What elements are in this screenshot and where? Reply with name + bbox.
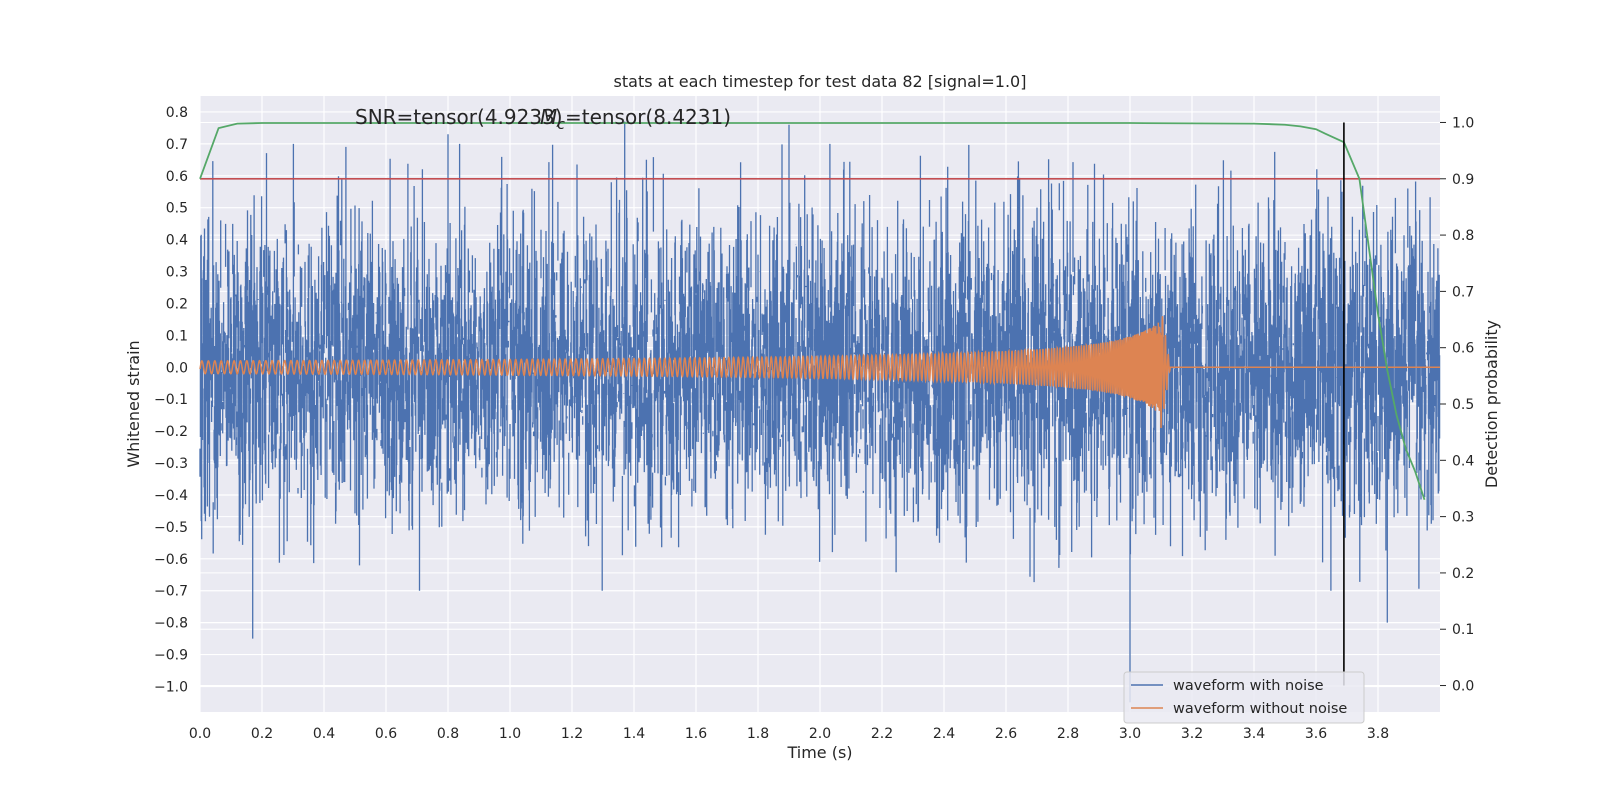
y-tick-label: 0.1 (166, 328, 188, 344)
y-tick-label: 0.0 (166, 360, 188, 376)
x-tick-label: 0.0 (189, 726, 211, 742)
mc-annotation: Mc=tensor(8.4231) (540, 105, 731, 133)
mc-symbol: M (540, 105, 557, 129)
x-tick-label: 0.6 (375, 726, 397, 742)
x-tick-label: 3.2 (1181, 726, 1203, 742)
y-axis-label: Whitened strain (124, 340, 143, 467)
y-tick-label: 0.7 (166, 137, 188, 153)
y2-tick-label: 1.0 (1452, 115, 1474, 131)
legend[interactable]: waveform with noise waveform without noi… (1123, 671, 1365, 724)
y-tick-label: −0.6 (154, 552, 188, 568)
y-tick-label: −0.2 (154, 424, 188, 440)
snr-annotation: SNR=tensor(4.9233) (355, 105, 563, 129)
x-tick-label: 3.4 (1243, 726, 1265, 742)
y2-tick-label: 0.3 (1452, 510, 1474, 526)
x-tick-label: 1.0 (499, 726, 521, 742)
ticks: 0.0 0.2 0.4 0.6 0.8 1.0 1.2 1.4 1.6 1.8 2.0 2.2 2.4 2… (154, 105, 1474, 742)
legend-label-noise: waveform with noise (1173, 678, 1324, 694)
y-tick-label: −0.9 (154, 648, 188, 664)
y-tick-label: 0.5 (166, 201, 188, 217)
x-tick-label: 1.8 (747, 726, 769, 742)
x-tick-label: 1.4 (623, 726, 645, 742)
x-tick-label: 0.8 (437, 726, 459, 742)
y-tick-label: −0.4 (154, 488, 188, 504)
y-tick-label: −0.3 (154, 456, 188, 472)
y2-tick-label: 0.2 (1452, 566, 1474, 582)
x-tick-label: 3.0 (1119, 726, 1141, 742)
y-tick-label: −0.8 (154, 616, 188, 632)
y2-tick-label: 0.0 (1452, 679, 1474, 695)
legend-box (1123, 671, 1365, 724)
y2-axis-label: Detection probability (1482, 320, 1501, 488)
x-tick-label: 2.4 (933, 726, 955, 742)
mc-value: =tensor(8.4231) (565, 105, 731, 129)
x-tick-label: 2.6 (995, 726, 1017, 742)
y-tick-label: −0.5 (154, 520, 188, 536)
y-tick-label: −0.1 (154, 392, 188, 408)
x-tick-label: 2.0 (809, 726, 831, 742)
legend-label-clean: waveform without noise (1173, 701, 1347, 717)
y2-tick-label: 0.7 (1452, 284, 1474, 300)
x-tick-label: 1.6 (685, 726, 707, 742)
x-tick-label: 0.2 (251, 726, 273, 742)
x-tick-label: 0.4 (313, 726, 335, 742)
detection-probability-line (199, 122, 1426, 501)
x-tick-label: 2.8 (1057, 726, 1079, 742)
x-tick-label: 2.2 (871, 726, 893, 742)
y-tick-label: −0.7 (154, 584, 188, 600)
y2-tick-label: 0.1 (1452, 622, 1474, 638)
y-tick-label: −1.0 (154, 679, 188, 695)
y-tick-label: 0.2 (166, 296, 188, 312)
chart-title: stats at each timestep for test data 82 … (614, 72, 1027, 91)
y2-tick-label: 0.5 (1452, 397, 1474, 413)
x-tick-label: 3.8 (1367, 726, 1389, 742)
y2-tick-label: 0.8 (1452, 228, 1474, 244)
series-layer (199, 121, 1441, 703)
y-tick-label: 0.6 (166, 169, 188, 185)
mc-subscript: c (557, 117, 565, 133)
y2-tick-label: 0.4 (1452, 453, 1474, 469)
y-tick-label: 0.8 (166, 105, 188, 121)
y2-tick-label: 0.9 (1452, 172, 1474, 188)
x-tick-label: 3.6 (1305, 726, 1327, 742)
y2-tick-label: 0.6 (1452, 341, 1474, 357)
x-axis-label: Time (s) (786, 743, 852, 762)
y-tick-label: 0.3 (166, 265, 188, 281)
x-tick-label: 1.2 (561, 726, 583, 742)
clean-waveform-line (199, 316, 1440, 428)
y-tick-label: 0.4 (166, 233, 188, 249)
